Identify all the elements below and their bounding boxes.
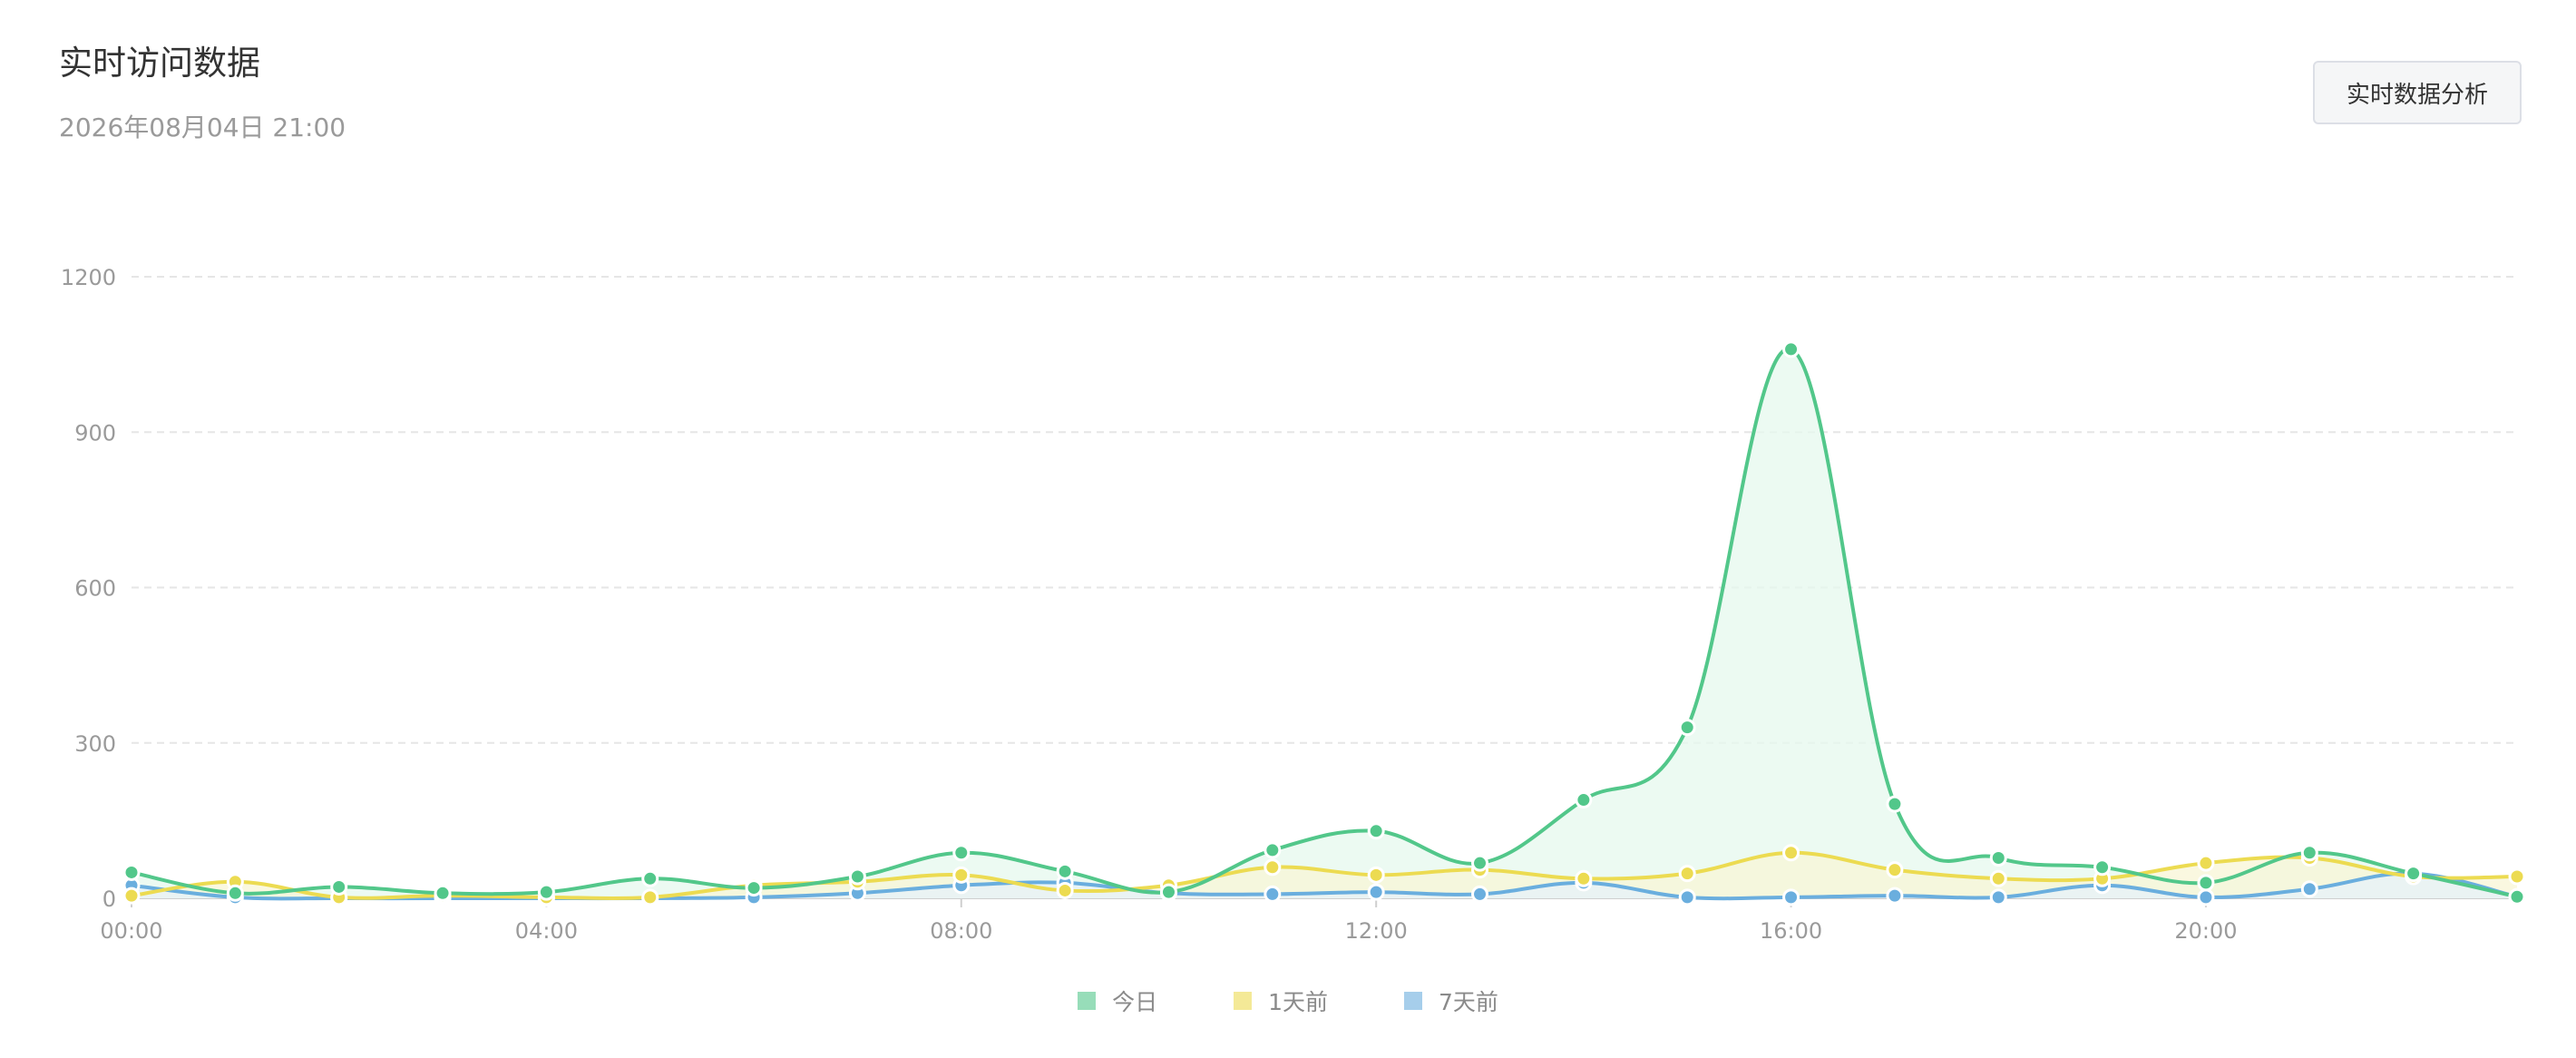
data-point-series-0[interactable]: [952, 844, 971, 862]
y-tick-label: 1200: [61, 265, 116, 290]
data-point-series-0[interactable]: [122, 863, 141, 881]
series-line-0: [130, 347, 2519, 899]
data-point-series-2[interactable]: [1471, 885, 1489, 903]
data-point-series-0[interactable]: [745, 879, 763, 897]
data-point-series-0[interactable]: [2300, 844, 2318, 862]
data-point-series-0[interactable]: [2508, 887, 2526, 906]
legend-item-2[interactable]: 7天前: [1404, 985, 1498, 1017]
x-tick-label: 12:00: [1345, 918, 1408, 944]
grid-lines: [132, 276, 2517, 744]
data-point-series-0[interactable]: [2093, 858, 2112, 877]
visits-line-chart: 0 300 600 900 1200 00:00 04:00 08:00 12:00 16:00…: [61, 265, 2526, 944]
data-point-series-1[interactable]: [1575, 869, 1593, 887]
y-tick-label: 0: [102, 887, 116, 912]
x-tick-label: 04:00: [515, 918, 578, 944]
data-point-series-1[interactable]: [952, 866, 971, 884]
data-point-series-1[interactable]: [1056, 881, 1074, 899]
data-point-series-0[interactable]: [1264, 841, 1282, 859]
data-point-series-0[interactable]: [1056, 862, 1074, 880]
legend-label: 今日: [1112, 989, 1158, 1015]
data-point-series-0[interactable]: [1367, 822, 1385, 840]
data-point-series-0[interactable]: [434, 884, 452, 902]
data-point-series-0[interactable]: [848, 867, 866, 886]
data-point-series-0[interactable]: [1989, 848, 2007, 867]
y-axis-ticks: 0 300 600 900 1200: [61, 265, 116, 912]
data-point-series-1[interactable]: [1367, 866, 1385, 884]
page-title: 实时访问数据: [59, 44, 260, 83]
y-tick-label: 900: [74, 420, 116, 446]
x-tick-label: 20:00: [2174, 918, 2237, 944]
timestamp-subtitle: 2026年08月04日 21:00: [59, 113, 346, 142]
data-point-series-2[interactable]: [2300, 880, 2318, 898]
legend-item-1[interactable]: 1天前: [1234, 985, 1328, 1017]
data-point-series-1[interactable]: [2508, 867, 2526, 886]
data-point-series-0[interactable]: [2405, 865, 2423, 883]
y-tick-label: 300: [74, 731, 116, 757]
data-point-series-0[interactable]: [226, 884, 244, 902]
chart-legend: 今日 1天前 7天前: [0, 985, 2576, 1017]
data-point-series-2[interactable]: [1886, 887, 1904, 905]
x-tick-label: 08:00: [930, 918, 992, 944]
x-axis: 00:00 04:00 08:00 12:00 16:00 20:00: [100, 897, 2517, 944]
data-point-series-2[interactable]: [1264, 885, 1282, 903]
data-point-series-2[interactable]: [1782, 888, 1800, 906]
data-point-series-0[interactable]: [1886, 795, 1904, 813]
data-point-series-0[interactable]: [537, 883, 555, 901]
data-point-series-2[interactable]: [1989, 888, 2007, 906]
legend-item-0[interactable]: 今日: [1078, 985, 1157, 1017]
data-point-series-1[interactable]: [1886, 861, 1904, 879]
x-tick-label: 00:00: [100, 918, 162, 944]
legend-label: 1天前: [1268, 989, 1328, 1015]
data-point-series-1[interactable]: [641, 888, 659, 906]
data-point-series-2[interactable]: [1367, 883, 1385, 901]
data-point-series-1[interactable]: [1989, 869, 2007, 887]
legend-swatch: [1078, 992, 1097, 1010]
data-point-series-1[interactable]: [122, 887, 141, 905]
legend-swatch: [1234, 992, 1253, 1010]
data-point-series-0[interactable]: [1471, 854, 1489, 872]
series-area-1: [132, 852, 2517, 898]
legend-label: 7天前: [1439, 989, 1498, 1015]
series-lines: [130, 347, 2519, 901]
data-point-series-1[interactable]: [1678, 865, 1696, 883]
data-point-series-0[interactable]: [330, 877, 348, 896]
data-point-series-0[interactable]: [1575, 791, 1593, 809]
data-point-series-1[interactable]: [2197, 854, 2215, 872]
legend-swatch: [1404, 992, 1422, 1010]
data-point-series-0[interactable]: [1159, 883, 1177, 901]
data-point-series-0[interactable]: [1678, 719, 1696, 737]
data-point-series-0[interactable]: [2197, 874, 2215, 892]
series-points: [122, 340, 2526, 907]
x-tick-label: 16:00: [1760, 918, 1822, 944]
y-tick-label: 600: [74, 576, 116, 602]
data-point-series-1[interactable]: [1264, 858, 1282, 877]
data-point-series-1[interactable]: [1782, 844, 1800, 862]
data-point-series-0[interactable]: [1782, 340, 1800, 358]
data-point-series-2[interactable]: [2197, 888, 2215, 906]
realtime-analysis-button[interactable]: 实时数据分析: [2313, 61, 2522, 124]
data-point-series-0[interactable]: [641, 869, 659, 887]
data-point-series-2[interactable]: [1678, 888, 1696, 906]
series-line-1: [130, 850, 2519, 900]
